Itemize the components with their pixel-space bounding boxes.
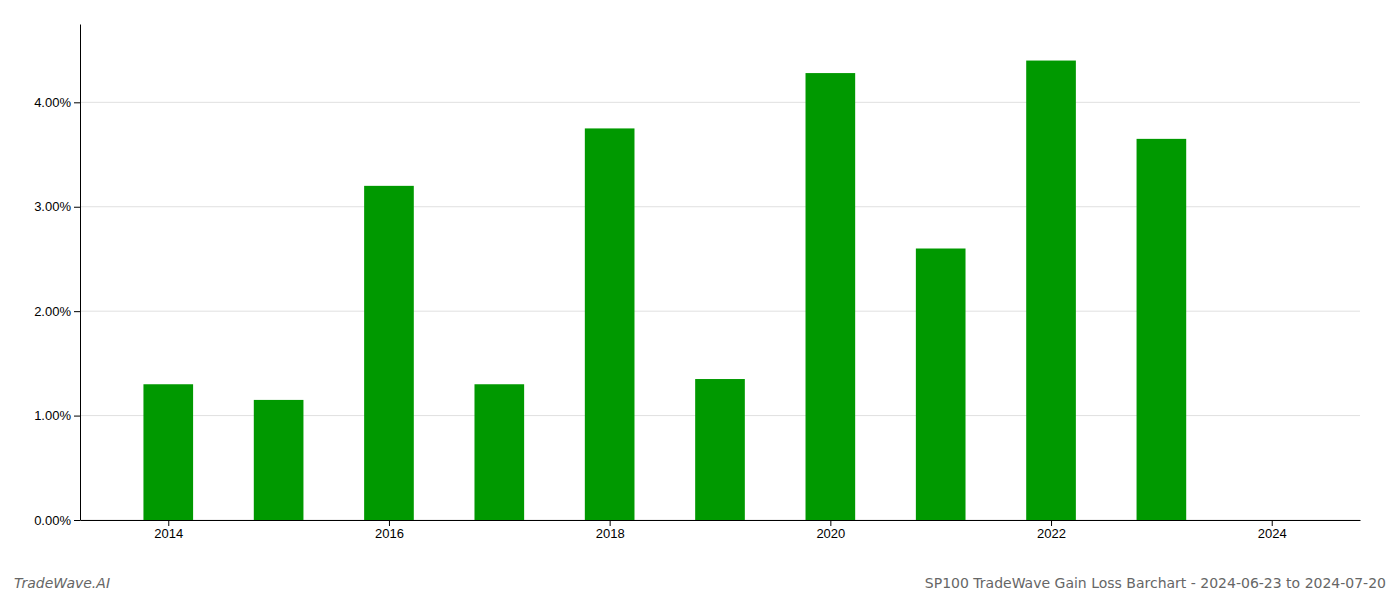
grid	[80, 102, 1360, 520]
y-axis: 0.00% 1.00% 2.00% 3.00% 4.00%	[34, 25, 80, 528]
bar	[474, 384, 524, 520]
y-tick-mark	[74, 311, 80, 312]
y-tick-mark	[74, 416, 80, 417]
bar	[585, 128, 635, 520]
x-tick-mark	[389, 520, 390, 526]
x-axis-line	[81, 520, 1361, 521]
x-tick-mark	[168, 520, 169, 526]
bar	[1026, 61, 1076, 520]
x-tick: 2022	[1037, 520, 1066, 541]
bar	[143, 384, 193, 520]
x-tick: 2020	[816, 520, 845, 541]
bar	[806, 73, 856, 520]
bar	[1137, 139, 1187, 520]
x-tick-label: 2014	[154, 526, 183, 541]
y-tick-label: 4.00%	[34, 95, 71, 110]
plot-area: 0.00% 1.00% 2.00% 3.00% 4.00% 2014 2016 2018 202…	[34, 25, 1360, 542]
grid-line	[80, 102, 1360, 103]
bar	[254, 400, 304, 520]
y-tick-label: 0.00%	[34, 513, 71, 528]
bar	[364, 186, 414, 520]
x-tick-mark	[1272, 520, 1273, 526]
y-tick-label: 2.00%	[34, 304, 71, 319]
x-tick: 2018	[596, 520, 625, 541]
chart: 0.00% 1.00% 2.00% 3.00% 4.00% 2014 2016 2018 202…	[0, 0, 1400, 600]
y-tick-mark	[74, 102, 80, 103]
x-tick-label: 2022	[1037, 526, 1066, 541]
x-tick: 2014	[154, 520, 183, 541]
x-tick-label: 2020	[816, 526, 845, 541]
y-tick: 4.00%	[34, 95, 80, 110]
y-axis-line	[80, 25, 81, 521]
bar	[695, 379, 745, 520]
y-tick: 1.00%	[34, 408, 80, 423]
y-tick-mark	[74, 207, 80, 208]
x-axis: 2014 2016 2018 2020 2022 2024	[81, 520, 1361, 541]
y-tick: 2.00%	[34, 304, 80, 319]
x-tick: 2024	[1258, 520, 1287, 541]
y-tick: 3.00%	[34, 199, 80, 214]
y-tick: 0.00%	[34, 513, 80, 528]
x-tick-label: 2016	[375, 526, 404, 541]
y-tick-label: 3.00%	[34, 199, 71, 214]
bar	[916, 249, 966, 520]
x-tick-label: 2018	[596, 526, 625, 541]
x-tick-mark	[610, 520, 611, 526]
footer-text: TradeWave.AI	[14, 575, 110, 591]
footer-text: SP100 TradeWave Gain Loss Barchart - 202…	[925, 575, 1386, 591]
x-tick-label: 2024	[1258, 526, 1287, 541]
x-tick-mark	[830, 520, 831, 526]
x-tick: 2016	[375, 520, 404, 541]
bars	[143, 61, 1186, 520]
x-tick-mark	[1051, 520, 1052, 526]
y-tick-mark	[74, 520, 80, 521]
y-tick-label: 1.00%	[34, 408, 71, 423]
